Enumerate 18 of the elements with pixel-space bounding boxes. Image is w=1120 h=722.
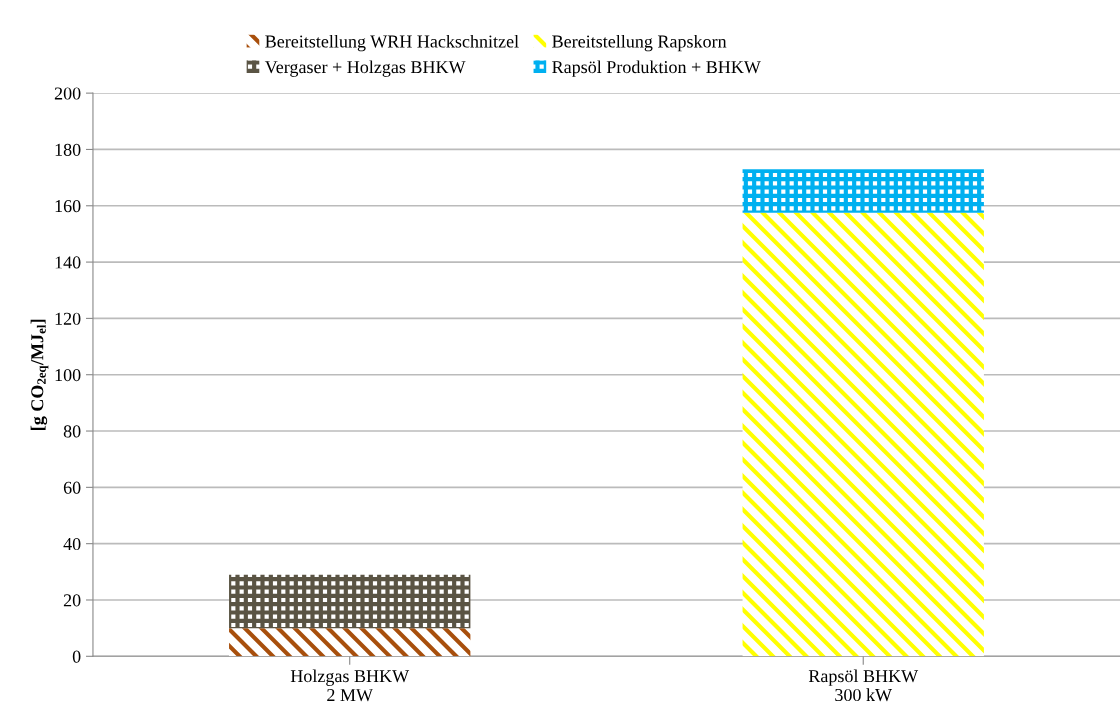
legend-label: Vergaser + Holzgas BHKW — [264, 60, 466, 77]
x-tick-label: Holzgas BHKW 2 MW — [290, 669, 410, 702]
x-tick-label: Rapsöl BHKW 300 kW — [808, 669, 919, 702]
y-tick-label: 160 — [55, 200, 81, 213]
y-tick-label: 200 — [54, 87, 81, 100]
y-axis-title: [g CO$_{2eq}$/MJ$_{el}$] — [30, 319, 49, 430]
y-tick-label: 60 — [63, 481, 81, 494]
y-tick-label: 180 — [55, 143, 81, 156]
legend-label: Bereitstellung WRH Hackschnitzel — [265, 34, 519, 52]
y-tick-label: 40 — [63, 537, 81, 551]
legend-label: Bereitstellung Rapskorn — [552, 34, 727, 52]
y-tick-label: 140 — [55, 256, 81, 269]
y-tick-label: 20 — [63, 594, 81, 607]
y-tick-label: 100 — [55, 368, 81, 382]
legend-label: Rapsöl Produktion + BHKW — [552, 60, 761, 77]
y-tick-label: 80 — [63, 425, 81, 438]
y-tick-label: 0 — [72, 650, 81, 663]
y-tick-label: 120 — [55, 312, 81, 325]
